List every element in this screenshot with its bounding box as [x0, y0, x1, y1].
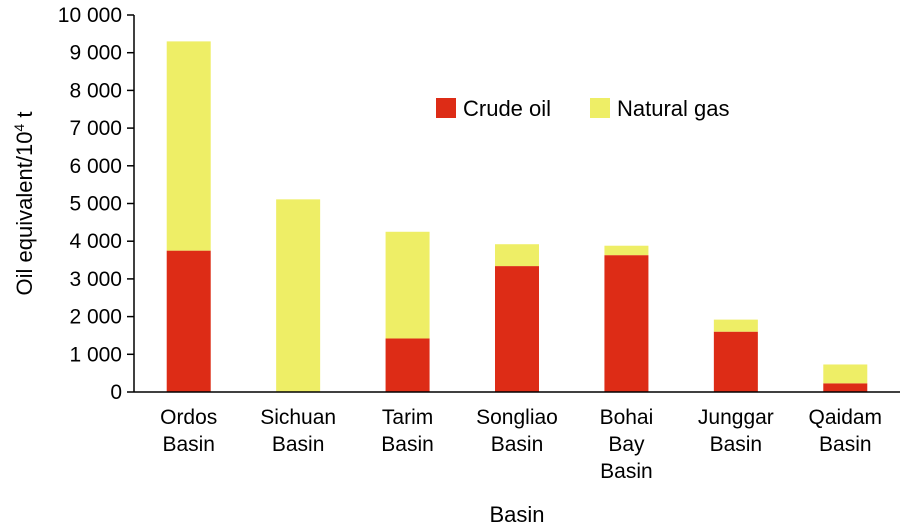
x-category-label-line: Basin [600, 460, 653, 483]
x-category-label-line: Basin [819, 433, 872, 456]
bar-crude-oil [823, 383, 868, 392]
legend: Crude oil Natural gas [426, 86, 776, 130]
x-category-label-line: Junggar [698, 406, 774, 429]
bar-natural-gas [166, 41, 211, 251]
bar-natural-gas [495, 244, 539, 267]
bar-natural-gas [276, 199, 321, 392]
x-category-label-line: Basin [491, 433, 544, 456]
x-category-label-line: Basin [272, 433, 325, 456]
bar-crude-oil [385, 338, 430, 392]
y-tick-label: 8 000 [69, 79, 122, 102]
y-tick-label: 3 000 [69, 268, 122, 291]
x-category-label: Songliao Basin [476, 406, 558, 456]
x-category-label-line: Bay [608, 433, 645, 456]
y-axis-title-superscript: 4 [11, 124, 27, 132]
bar-natural-gas [713, 319, 758, 332]
y-axis-title-main: Oil equivalent/10 [12, 132, 37, 296]
x-category-label: Ordos Basin [160, 406, 217, 456]
bar-natural-gas [823, 364, 868, 384]
y-tick-label: 6 000 [69, 155, 122, 178]
y-tick-label: 5 000 [69, 193, 122, 216]
legend-label-crude-oil: Crude oil [463, 96, 551, 121]
legend-swatch-crude-oil [436, 98, 456, 118]
x-category-label: Tarim Basin [381, 406, 434, 456]
y-tick-label: 0 [110, 381, 122, 404]
x-category-label: Sichuan Basin [260, 406, 336, 456]
y-tick-label: 9 000 [69, 42, 122, 65]
y-tick-label: 1 000 [69, 343, 122, 366]
bar-crude-oil [604, 255, 649, 392]
x-category-label: Bohai Bay Basin [600, 406, 654, 483]
y-tick-label: 2 000 [69, 306, 122, 329]
x-category-label-line: Qaidam [809, 406, 883, 429]
bar-crude-oil [495, 266, 539, 392]
bar-crude-oil [713, 331, 758, 392]
x-category-label: Qaidam Basin [809, 406, 883, 456]
x-category-label: Junggar Basin [698, 406, 774, 456]
y-tick-label: 7 000 [69, 117, 122, 140]
bars-group [166, 41, 868, 392]
x-category-label-line: Ordos [160, 406, 217, 429]
y-tick-label: 4 000 [69, 230, 122, 253]
y-tick-label: 10 000 [58, 4, 122, 27]
x-axis-title: Basin [489, 502, 544, 527]
y-ticks-group: 0 1 000 2 000 3 000 4 000 5 000 6 000 7 000 8 00… [58, 4, 134, 404]
x-category-label-line: Sichuan [260, 406, 336, 429]
x-category-label-line: Basin [710, 433, 763, 456]
bar-natural-gas [604, 245, 649, 256]
bar-crude-oil [166, 250, 211, 392]
bar-natural-gas [385, 231, 430, 339]
legend-label-natural-gas: Natural gas [617, 96, 730, 121]
x-category-label-line: Songliao [476, 406, 558, 429]
legend-swatch-natural-gas [590, 98, 610, 118]
y-axis-title-unit: t [12, 112, 37, 124]
x-category-label-line: Basin [162, 433, 215, 456]
x-category-label-line: Tarim [382, 406, 433, 429]
y-axis-title: Oil equivalent/104 t [11, 112, 37, 296]
x-category-label-line: Bohai [600, 406, 654, 429]
x-category-label-line: Basin [381, 433, 434, 456]
